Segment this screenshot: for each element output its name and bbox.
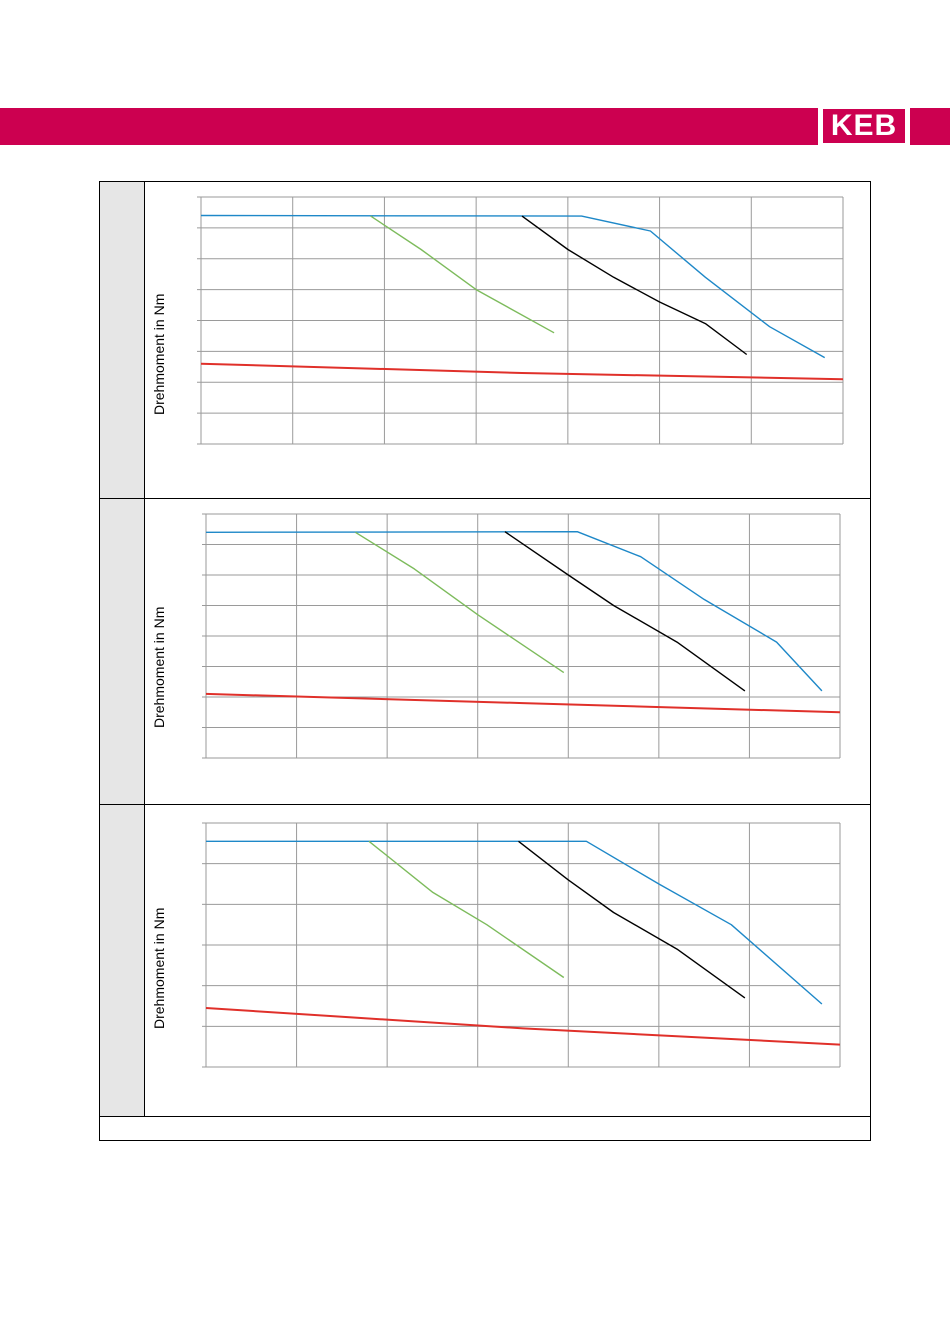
row-side-cell: [100, 499, 145, 804]
chart-row-1: Drehmoment in Nm: [100, 182, 870, 499]
series-line-3: [368, 840, 565, 979]
chart-row-3: Drehmoment in Nm: [100, 805, 870, 1117]
table-footer-row: [100, 1117, 870, 1140]
series-line-1: [205, 531, 823, 692]
series-line-1: [206, 840, 823, 1005]
series-line-4: [205, 1007, 841, 1046]
logo-text: KEB: [823, 109, 905, 143]
series-line-2: [521, 215, 748, 356]
row-side-cell: [100, 182, 145, 498]
series-line-4: [205, 692, 841, 714]
keb-logo: KEB: [818, 102, 910, 150]
chart-row-2: Drehmoment in Nm: [100, 499, 870, 805]
series-line-2: [518, 840, 746, 999]
torque-chart-2: [202, 513, 841, 759]
row-side-cell: [100, 805, 145, 1116]
torque-chart-1: [197, 196, 844, 445]
torque-chart-table: Drehmoment in Nm Drehmoment in Nm Drehmo…: [99, 181, 871, 1141]
torque-chart-3: [202, 822, 841, 1068]
series-line-1: [200, 214, 826, 359]
series-line-2: [504, 531, 746, 692]
brand-bar: [0, 108, 950, 145]
series-line-4: [200, 362, 844, 381]
series-line-3: [370, 215, 555, 334]
series-line-3: [355, 531, 565, 674]
